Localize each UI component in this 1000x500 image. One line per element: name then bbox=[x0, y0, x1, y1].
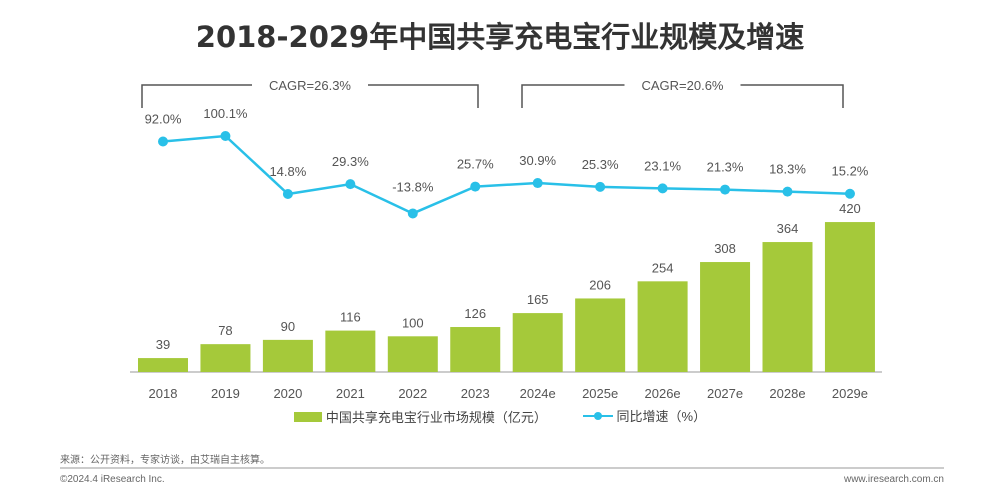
line-value-label: 25.3% bbox=[582, 157, 619, 172]
legend-bar: 中国共享充电宝行业市场规模（亿元） bbox=[293, 407, 547, 426]
bar-value-label: 165 bbox=[527, 292, 549, 307]
x-tick-label: 2022 bbox=[398, 386, 427, 401]
growth-line bbox=[162, 134, 850, 215]
copyright: ©2024.4 iResearch Inc. bbox=[60, 474, 165, 485]
bar bbox=[637, 281, 688, 372]
line-point bbox=[844, 188, 855, 199]
x-tick-label: 2020 bbox=[273, 386, 302, 401]
bar bbox=[512, 313, 563, 372]
bar-value-label: 116 bbox=[340, 310, 361, 325]
cagr-bracket bbox=[141, 84, 479, 108]
line-value-label: 15.2% bbox=[832, 164, 869, 179]
website-link[interactable]: www.iresearch.com.cn bbox=[843, 474, 944, 485]
x-tick-label: 2023 bbox=[461, 386, 490, 401]
line-value-label: 25.7% bbox=[457, 157, 494, 172]
legend: 中国共享充电宝行业市场规模（亿元） 同比增速（%） bbox=[0, 406, 1000, 426]
cagr-label: CAGR=20.6% bbox=[641, 78, 723, 93]
bar-value-label: 364 bbox=[777, 221, 799, 236]
cagr-bracket bbox=[521, 84, 844, 108]
bar-value-label: 420 bbox=[839, 201, 861, 216]
line-point bbox=[345, 179, 356, 190]
bar-value-label: 206 bbox=[589, 277, 611, 292]
bar-value-label: 78 bbox=[218, 323, 232, 338]
line-point bbox=[657, 183, 668, 194]
chart-title: 2018-2029年中国共享充电宝行业规模及增速 bbox=[195, 20, 805, 54]
line-value-label: 29.3% bbox=[332, 154, 369, 169]
legend-line-label: 同比增速（%） bbox=[616, 409, 707, 424]
line-value-label: 21.3% bbox=[707, 160, 744, 175]
x-tick-label: 2026e bbox=[645, 386, 681, 401]
bar-value-label: 100 bbox=[402, 315, 424, 330]
bar-value-label: 90 bbox=[281, 319, 295, 334]
source-note: 来源：公开资料，专家访谈，由艾瑞自主核算。 bbox=[60, 455, 270, 466]
bar-value-label: 308 bbox=[714, 241, 736, 256]
line-point bbox=[470, 181, 481, 192]
line-point bbox=[720, 184, 731, 195]
bar bbox=[450, 327, 501, 372]
legend-bar-label: 中国共享充电宝行业市场规模（亿元） bbox=[325, 410, 547, 425]
x-tick-label: 2027e bbox=[707, 386, 743, 401]
line-value-label: 100.1% bbox=[203, 106, 248, 121]
x-tick-label: 2029e bbox=[832, 386, 868, 401]
line-marker-icon bbox=[582, 411, 613, 420]
line-point bbox=[407, 208, 418, 219]
bar bbox=[138, 358, 188, 372]
line-point bbox=[532, 178, 543, 189]
x-tick-label: 2021 bbox=[336, 386, 365, 401]
bar bbox=[200, 344, 251, 372]
line-value-label: 92.0% bbox=[145, 112, 182, 127]
line-value-label: -13.8% bbox=[392, 179, 434, 194]
line-value-label: 18.3% bbox=[769, 162, 806, 177]
line-value-label: 30.9% bbox=[519, 153, 556, 168]
bar bbox=[762, 242, 813, 372]
bar bbox=[262, 339, 313, 372]
bar-value-label: 126 bbox=[464, 306, 486, 321]
line-value-label: 23.1% bbox=[644, 158, 681, 173]
bar bbox=[575, 298, 626, 372]
bar-swatch-icon bbox=[293, 411, 322, 422]
x-tick-label: 2025e bbox=[582, 386, 618, 401]
x-tick-label: 2018 bbox=[149, 386, 178, 401]
bar bbox=[325, 330, 376, 372]
bar bbox=[824, 222, 875, 372]
x-tick-label: 2024e bbox=[520, 386, 556, 401]
legend-line: 同比增速（%） bbox=[582, 406, 707, 425]
cagr-label: CAGR=26.3% bbox=[269, 78, 351, 93]
bar bbox=[700, 262, 751, 372]
bar-value-label: 254 bbox=[652, 260, 674, 275]
line-point bbox=[158, 136, 168, 147]
bar-value-label: 39 bbox=[156, 337, 170, 352]
bar bbox=[387, 336, 438, 372]
line-point bbox=[782, 186, 793, 197]
line-point bbox=[220, 130, 231, 141]
divider bbox=[60, 467, 944, 469]
line-point bbox=[595, 181, 606, 192]
line-point bbox=[282, 189, 293, 199]
line-value-label: 14.8% bbox=[269, 164, 306, 179]
x-tick-label: 2019 bbox=[211, 386, 240, 401]
x-tick-label: 2028e bbox=[769, 386, 805, 401]
